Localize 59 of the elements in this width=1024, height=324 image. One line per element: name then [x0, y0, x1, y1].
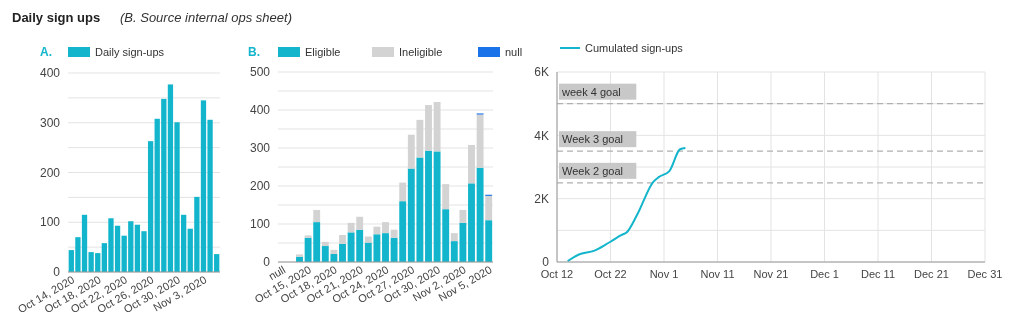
ref-line-label: Week 3 goal: [562, 133, 623, 146]
ref-line-label: week 4 goal: [561, 85, 621, 98]
y-tick-label: 500: [249, 65, 271, 80]
y-tick-label: 200: [39, 165, 61, 180]
y-tick-label: 2K: [534, 191, 549, 206]
ref-line-label: Week 2 goal: [562, 164, 623, 177]
bar: [450, 233, 458, 242]
x-tick-label: Dec 21: [914, 268, 949, 280]
x-tick-label: Dec 1: [810, 268, 839, 280]
bar: [390, 229, 398, 238]
legend-label: Cumulated sign-ups: [585, 42, 684, 54]
bar: [425, 105, 432, 151]
y-tick-label: 300: [249, 141, 271, 156]
x-tick-label: Dec 31: [967, 268, 1003, 280]
bar: [459, 209, 467, 223]
legend-label: Ineligible: [399, 46, 443, 58]
bar: [313, 209, 321, 223]
bar: [339, 243, 346, 262]
y-tick-label: 0: [263, 255, 271, 270]
x-tick-label: Oct 22: [594, 268, 627, 280]
bar: [373, 226, 381, 235]
x-tick-label: Nov 1: [649, 268, 679, 280]
chart-title: Daily sign ups: [12, 10, 101, 25]
legend-label: Daily sign-ups: [95, 46, 165, 58]
y-tick-label: 0: [542, 255, 550, 270]
y-tick-label: 6K: [534, 65, 549, 80]
y-tick-label: 400: [39, 66, 61, 81]
legend-label: Eligible: [305, 46, 341, 58]
bar: [330, 249, 338, 255]
y-tick-label: 300: [39, 115, 61, 130]
bar: [485, 195, 493, 221]
bar: [468, 183, 475, 262]
y-tick-label: 100: [249, 217, 271, 232]
bar: [296, 254, 303, 257]
bar: [468, 144, 475, 184]
bar: [304, 235, 312, 238]
y-tick-label: 4K: [534, 128, 549, 143]
bar: [476, 114, 484, 168]
bar: [425, 150, 432, 262]
legend-label: null: [505, 46, 523, 58]
x-tick-label: Nov 21: [753, 268, 789, 280]
bar: [399, 182, 407, 202]
bar: [321, 241, 329, 247]
bar: [364, 236, 372, 243]
y-tick-label: 0: [53, 265, 61, 280]
y-tick-label: 400: [249, 103, 271, 118]
y-tick-label: 100: [39, 215, 61, 230]
x-tick-label: Dec 11: [860, 268, 896, 280]
x-tick-label: Nov 11: [700, 268, 735, 280]
bar: [382, 222, 389, 234]
bar: [442, 184, 450, 210]
chart-subtitle: (B. Source internal ops sheet): [120, 10, 292, 25]
x-tick-label: Oct 12: [540, 268, 574, 280]
y-tick-label: 200: [249, 179, 271, 194]
bar: [433, 102, 441, 152]
bar: [382, 233, 389, 262]
bar: [339, 235, 346, 244]
chart-title: B.: [248, 45, 260, 59]
text: A.: [40, 45, 52, 59]
